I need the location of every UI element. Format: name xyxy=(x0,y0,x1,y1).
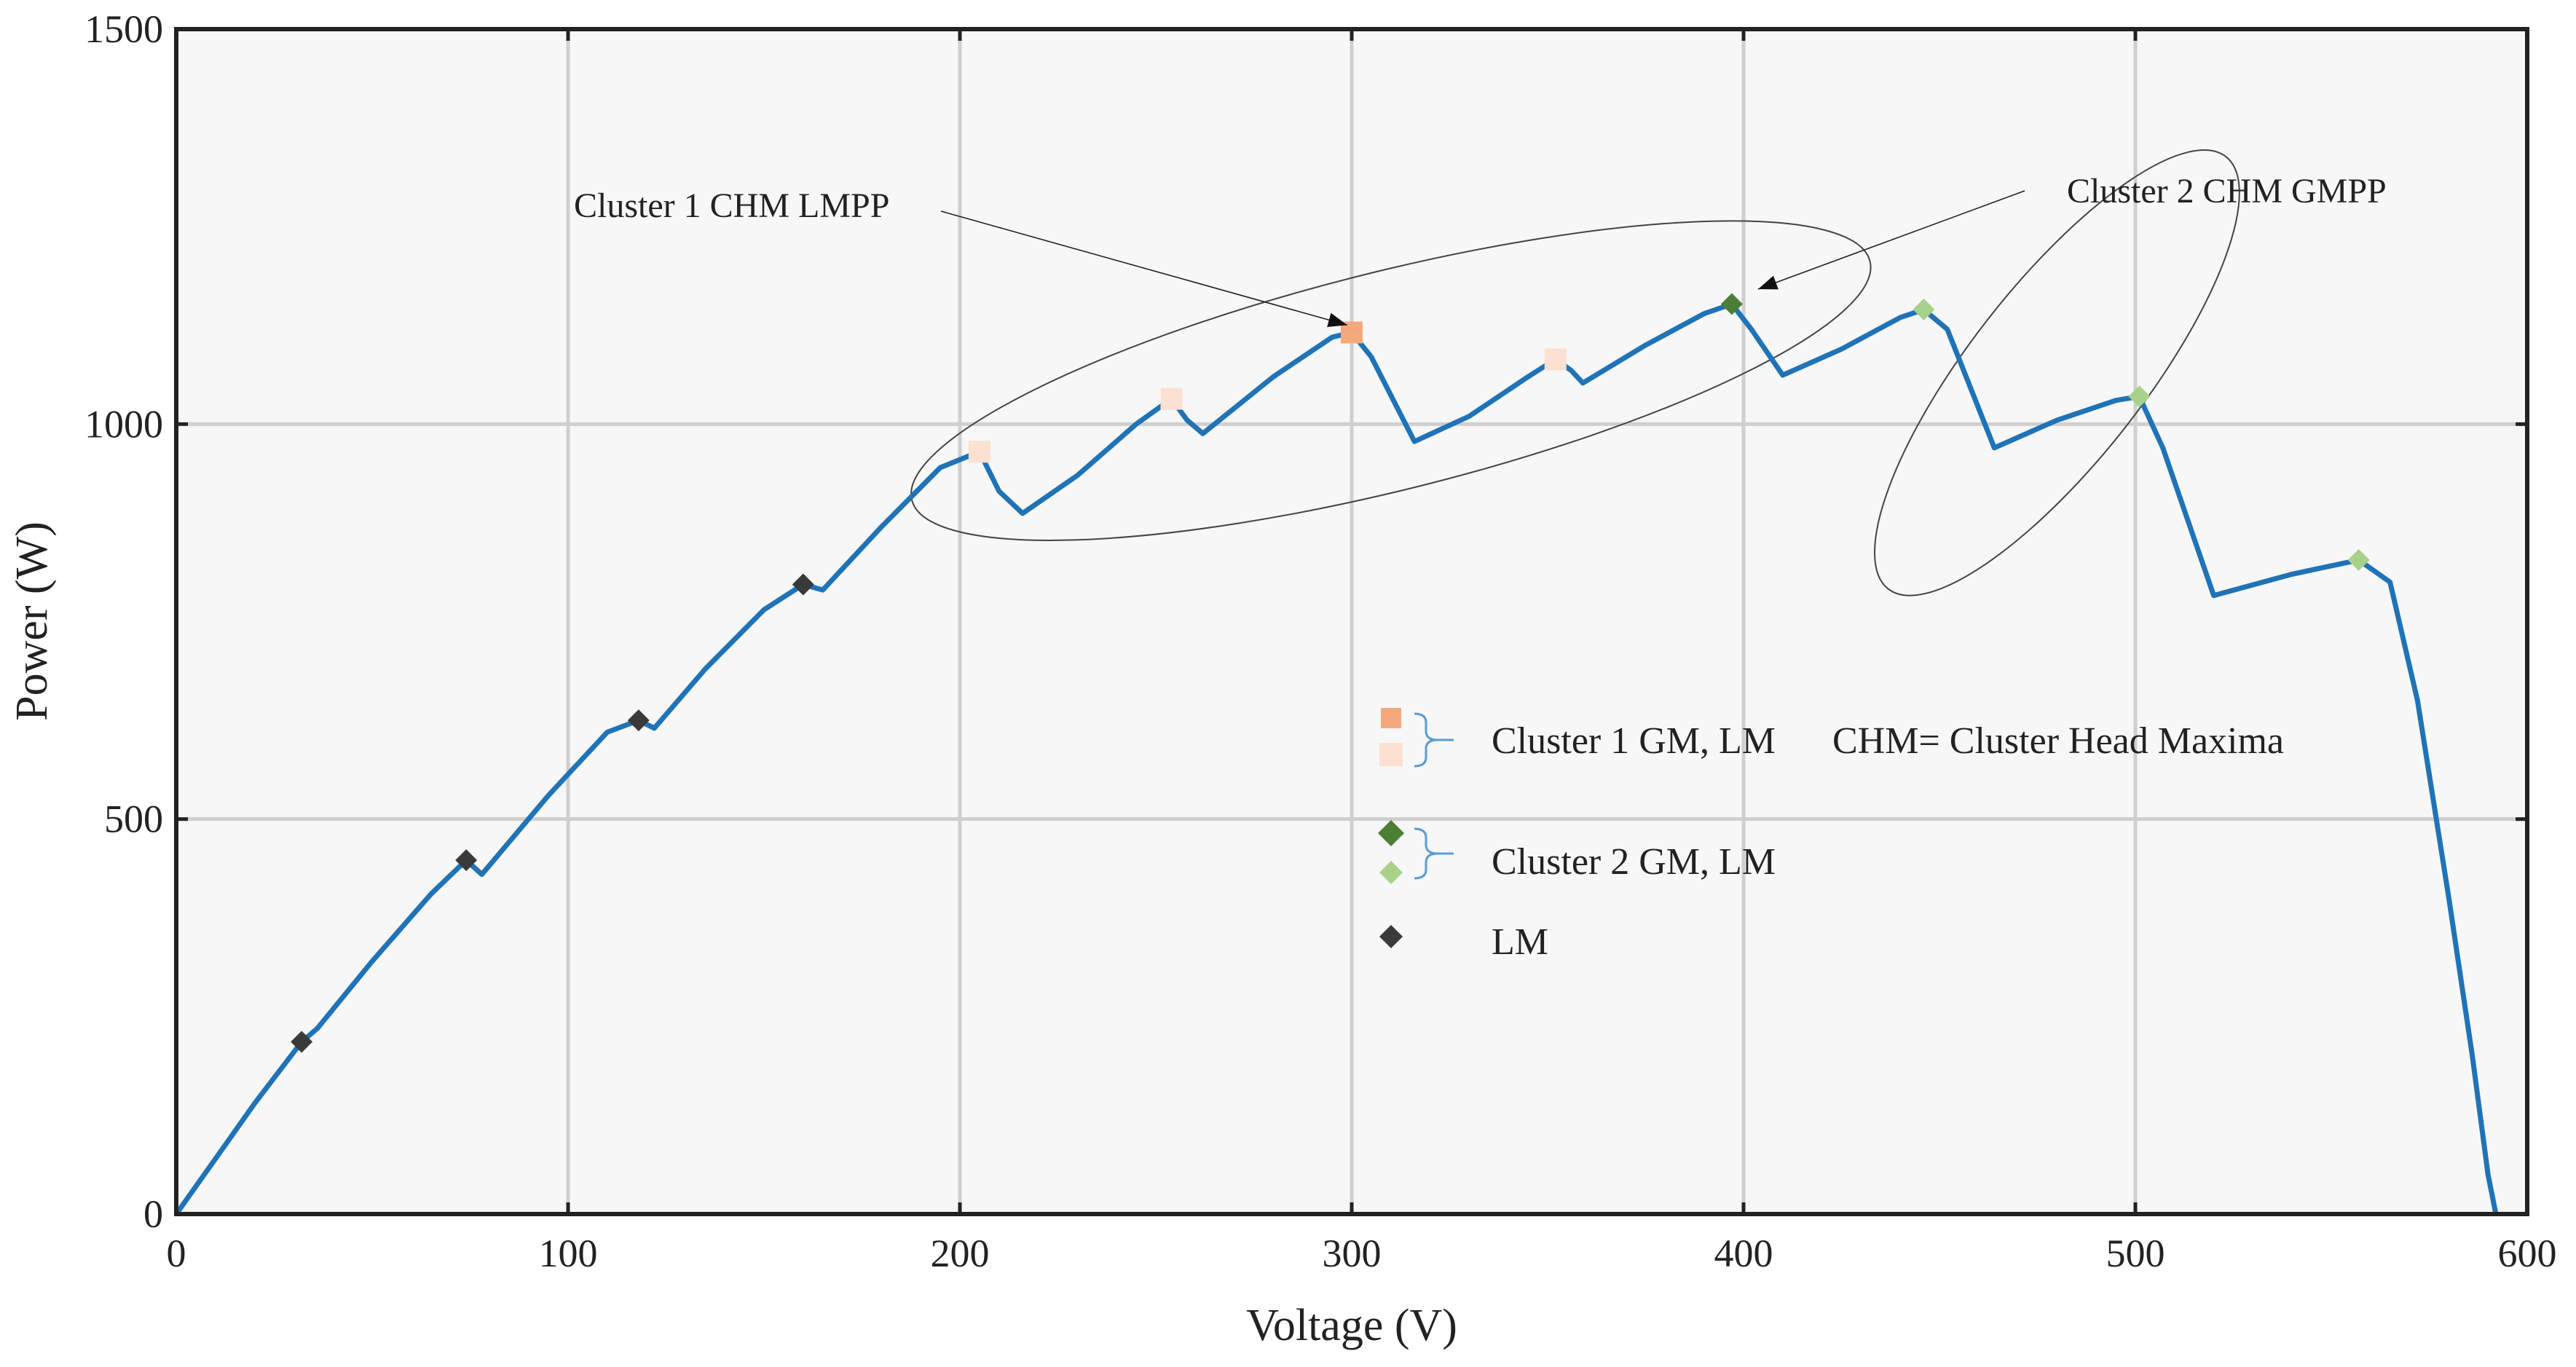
marker-lm-1 xyxy=(455,849,478,872)
annotation-cluster2-arrow-line xyxy=(1757,190,2025,290)
legend-swatch-cluster1-lm xyxy=(1379,743,1403,766)
cluster-ellipse-1 xyxy=(910,220,1872,541)
marker-cluster1_lm-2 xyxy=(1544,348,1567,371)
x-tick-label-2: 200 xyxy=(931,1232,990,1275)
legend-bracket-cluster2 xyxy=(1414,827,1454,880)
legend-swatch-cluster1-gm xyxy=(1381,708,1401,728)
legend-swatch-cluster2-lm xyxy=(1379,861,1403,884)
y-tick-label-1: 500 xyxy=(104,797,163,841)
marker-cluster1_lm-0 xyxy=(968,441,990,463)
y-tick-label-3: 1500 xyxy=(84,7,163,51)
grid xyxy=(176,29,2527,1214)
x-tick-label-3: 300 xyxy=(1323,1232,1382,1275)
annotation-cluster2-text: Cluster 2 CHM GMPP xyxy=(2067,172,2387,210)
x-tick-label-6: 600 xyxy=(2498,1232,2557,1275)
y-tick-label-0: 0 xyxy=(143,1192,163,1236)
marker-lm-0 xyxy=(291,1031,313,1053)
annotation-cluster1-arrow-head xyxy=(1327,312,1347,327)
legend-chm-note: CHM= Cluster Head Maxima xyxy=(1832,720,2284,762)
marker-cluster2_lm-0 xyxy=(1913,299,1935,321)
legend-cluster2-label: Cluster 2 GM, LM xyxy=(1492,841,1776,883)
marker-cluster1_lm-1 xyxy=(1160,387,1183,410)
marker-cluster2_lm-1 xyxy=(2128,385,2151,408)
cluster-ellipses xyxy=(910,149,2240,596)
annotation-cluster1-text: Cluster 1 CHM LMPP xyxy=(574,186,889,225)
cluster-ellipse-2 xyxy=(1874,149,2240,596)
marker-lm-2 xyxy=(627,709,650,732)
series-layer xyxy=(176,302,2499,1214)
x-tick-label-5: 500 xyxy=(2106,1232,2165,1275)
x-tick-label-1: 100 xyxy=(539,1232,598,1275)
ticks-layer: 0 100 200 300 400 500 600 0 500 1000 1500 xyxy=(84,7,2557,1275)
legend-swatch-cluster2-gm xyxy=(1378,820,1404,846)
y-axis-title: Power (W) xyxy=(7,521,57,721)
annotations-layer: Cluster 1 CHM LMPP Cluster 2 CHM GMPP xyxy=(574,172,2387,327)
legend-swatch-lm xyxy=(1379,925,1403,948)
legend-bracket-cluster1 xyxy=(1414,712,1454,768)
series-line-0 xyxy=(176,302,2499,1214)
annotation-cluster1-arrow-line xyxy=(940,210,1348,326)
legend: Cluster 1 GM, LM CHM= Cluster Head Maxim… xyxy=(1378,708,2284,963)
y-tick-label-2: 1000 xyxy=(84,402,163,446)
marker-cluster2_gm-0 xyxy=(1720,293,1743,315)
x-axis-title: Voltage (V) xyxy=(1246,1301,1457,1350)
x-tick-label-0: 0 xyxy=(167,1232,186,1275)
x-tick-label-4: 400 xyxy=(1714,1232,1773,1275)
marker-lm-3 xyxy=(792,573,814,596)
legend-cluster1-label: Cluster 1 GM, LM xyxy=(1492,720,1776,762)
legend-lm-label: LM xyxy=(1492,921,1548,963)
marker-cluster2_lm-2 xyxy=(2347,548,2370,571)
annotation-cluster2-arrow-head xyxy=(1758,275,1779,290)
